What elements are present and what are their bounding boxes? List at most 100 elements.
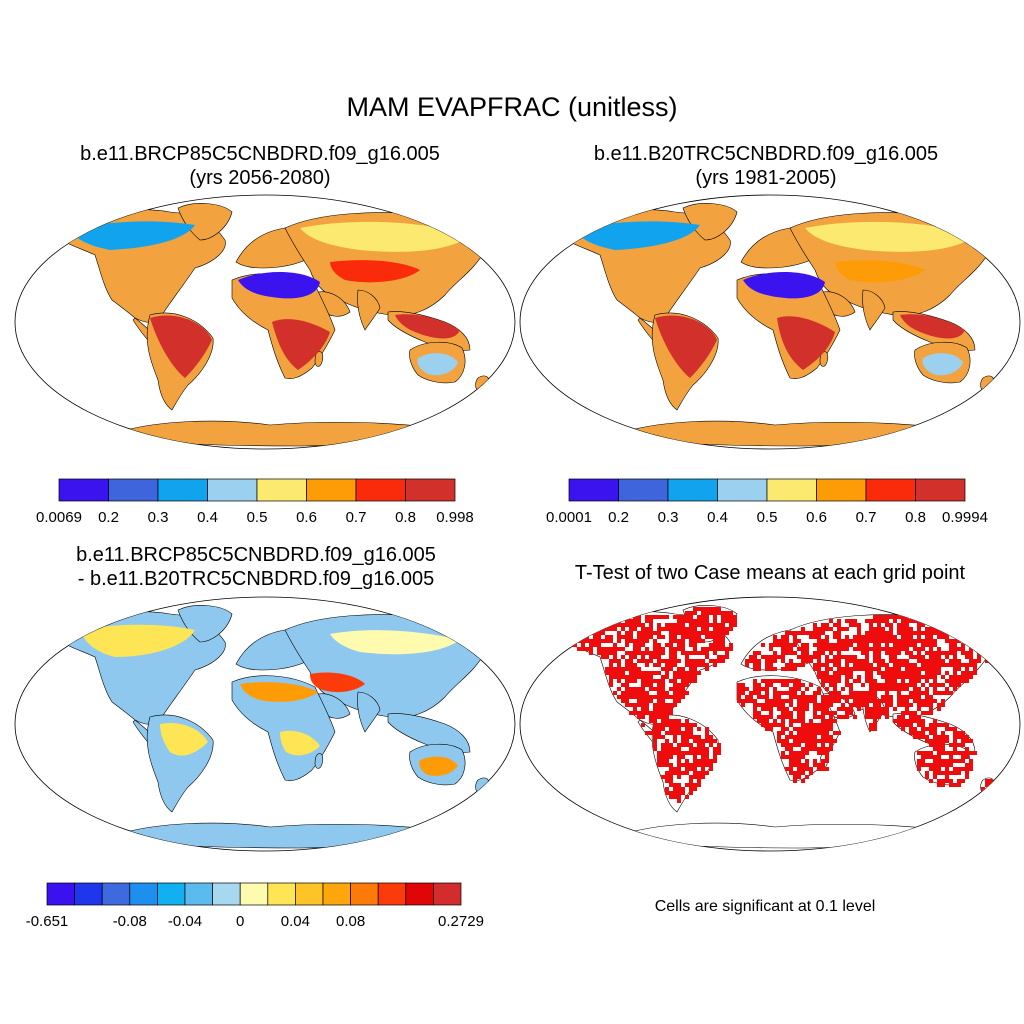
significant-cell (833, 675, 837, 679)
significant-cell (769, 727, 773, 731)
significant-cell (805, 687, 809, 691)
significant-cell (945, 763, 949, 767)
significant-cell (825, 663, 829, 667)
significant-cell (605, 655, 609, 659)
significant-cell (673, 695, 677, 699)
significant-cell (681, 639, 685, 643)
significant-cell (637, 651, 641, 655)
colorbar-tick-label: 0.2 (98, 509, 119, 526)
significant-cell (829, 627, 833, 631)
significant-cell (929, 727, 933, 731)
significant-cell (961, 779, 965, 783)
significant-cell (705, 771, 709, 775)
significant-cell (649, 635, 653, 639)
significant-cell (649, 699, 653, 703)
significant-cell (781, 659, 785, 663)
significant-cell (809, 683, 813, 687)
significant-cell (913, 731, 917, 735)
significant-cell (921, 663, 925, 667)
significant-cell (929, 739, 933, 743)
significant-cell (625, 699, 629, 703)
significant-cell (633, 663, 637, 667)
significant-cell (945, 631, 949, 635)
significant-cell (637, 659, 641, 663)
significant-cell (645, 659, 649, 663)
colorbar-tick-label: 0.9994 (942, 509, 988, 526)
significant-cell (949, 623, 953, 627)
significant-cell (889, 651, 893, 655)
significant-cell (937, 671, 941, 675)
significant-cell (569, 639, 573, 643)
significant-cell (901, 639, 905, 643)
significant-cell (885, 703, 889, 707)
significant-cell (793, 635, 797, 639)
significant-cell (953, 759, 957, 763)
significant-cell (853, 619, 857, 623)
significant-cell (757, 695, 761, 699)
significant-cell (933, 675, 937, 679)
significant-cell (913, 711, 917, 715)
significant-cell (589, 651, 593, 655)
colorbar-tick-label: 0.3 (148, 509, 169, 526)
significant-cell (933, 719, 937, 723)
significant-cell (953, 623, 957, 627)
significant-cell (793, 751, 797, 755)
significant-cell (881, 711, 885, 715)
significant-cell (793, 727, 797, 731)
significant-cell (685, 663, 689, 667)
significant-cell (869, 727, 873, 731)
significant-cell (945, 639, 949, 643)
significant-cell (773, 659, 777, 663)
significant-cell (629, 695, 633, 699)
significant-cell (697, 727, 701, 731)
significant-cell (821, 707, 825, 711)
significant-cell (797, 631, 801, 635)
significant-cell (633, 687, 637, 691)
significant-cell (673, 623, 677, 627)
significant-cell (689, 615, 693, 619)
significant-cell (661, 647, 665, 651)
significant-cell (757, 651, 761, 655)
significant-cell (685, 683, 689, 687)
significant-cell (741, 703, 745, 707)
significant-cell (669, 647, 673, 651)
significant-cell (797, 655, 801, 659)
significant-cell (609, 651, 613, 655)
significant-cell (705, 755, 709, 759)
significant-cell (789, 687, 793, 691)
significant-cell (861, 663, 865, 667)
colorbar-swatch (377, 882, 407, 906)
significant-cell (921, 711, 925, 715)
significant-cell (693, 739, 697, 743)
significant-cell (657, 663, 661, 667)
significant-cell (621, 655, 625, 659)
significant-cell (681, 651, 685, 655)
significant-cell (805, 651, 809, 655)
significant-cell (817, 739, 821, 743)
significant-cell (897, 723, 901, 727)
colorbar-swatch (74, 882, 103, 906)
significant-cell (989, 779, 993, 783)
significant-cell (933, 655, 937, 659)
significant-cell (897, 647, 901, 651)
significant-cell (749, 695, 753, 699)
significant-cell (985, 635, 989, 639)
significant-cell (609, 667, 613, 671)
significant-cell (861, 667, 865, 671)
significant-cell (741, 691, 745, 695)
significant-cell (685, 783, 689, 787)
significant-cell (781, 643, 785, 647)
significant-cell (925, 643, 929, 647)
significant-cell (937, 735, 941, 739)
significant-cell (905, 671, 909, 675)
significant-cell (985, 643, 989, 647)
significant-cell (861, 639, 865, 643)
significant-cell (657, 687, 661, 691)
significant-cell (653, 747, 657, 751)
significant-cell (721, 643, 725, 647)
significant-cell (913, 631, 917, 635)
significant-cell (833, 647, 837, 651)
colorbar-tick-label: 0.4 (197, 509, 218, 526)
significant-cell (917, 735, 921, 739)
